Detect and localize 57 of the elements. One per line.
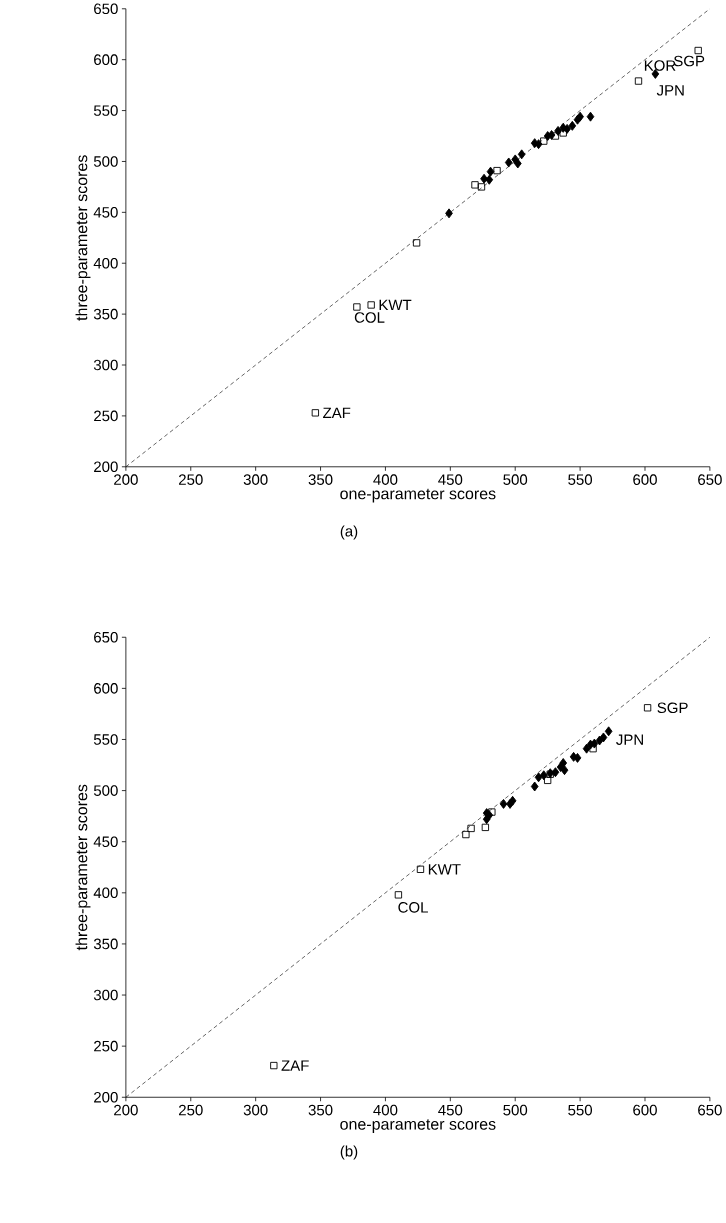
y-tick-label: 600 [94,683,118,694]
x-tick-label: 450 [438,474,463,485]
x-tick-label: 600 [633,1104,658,1116]
annotation: COL [398,902,429,913]
x-tick-label: 550 [568,1104,593,1116]
y-tick-label: 450 [93,836,118,848]
x-tick-label: 400 [373,1104,398,1116]
x-axis-title: one-parameter scores [340,1119,496,1133]
annotation: KWT [379,299,412,311]
y-tick-label: 550 [94,734,118,745]
y-tick-label: 350 [94,308,118,320]
annotation: JPN [616,734,644,745]
annotation: SGP [657,702,688,714]
x-tick-label: 650 [698,474,722,485]
y-tick-label: 500 [94,156,118,167]
x-tick-label: 250 [179,1104,203,1116]
annotation: KWT [429,864,461,875]
x-tick-label: 200 [114,474,138,485]
y-tick-label: 250 [94,410,118,422]
annotation: COL [354,312,385,323]
y-axis-title: three-parameter scores [75,784,91,951]
x-tick-label: 300 [243,1104,268,1116]
annotation: KOR [645,60,676,71]
x-tick-label: 650 [698,1104,722,1116]
x-tick-label: 600 [633,474,658,485]
x-tick-label: 300 [243,474,268,485]
x-tick-label: 500 [503,474,528,485]
x-tick-label: 200 [114,1104,138,1116]
y-tick-label: 400 [93,887,118,899]
annotation: SGP [674,55,705,67]
x-tick-label: 550 [568,474,593,485]
text: (a) [340,525,358,540]
y-tick-label: 250 [94,1040,118,1052]
y-tick-label: 350 [94,938,118,950]
y-tick-label: 550 [94,105,118,116]
annotation: JPN [656,85,684,96]
y-tick-label: 650 [94,3,118,15]
annotation: ZAF [323,407,351,418]
x-tick-label: 250 [179,474,203,485]
y-tick-label: 650 [94,631,118,643]
x-tick-label: 350 [308,1104,333,1116]
y-tick-label: 300 [94,359,118,371]
annotation: ZAF [281,1060,309,1071]
y-axis-title: three-parameter scores [75,155,91,321]
x-axis-title: one-parameter scores [340,488,496,503]
y-tick-label: 600 [94,54,118,65]
y-tick-label: 450 [93,207,118,218]
x-tick-label: 400 [373,474,398,485]
y-tick-label: 200 [94,461,118,473]
x-tick-label: 350 [308,474,333,485]
y-tick-label: 500 [94,785,118,796]
x-tick-label: 450 [438,1104,463,1116]
y-tick-label: 300 [94,989,118,1001]
x-tick-label: 500 [503,1104,528,1116]
y-tick-label: 400 [93,257,118,269]
y-tick-label: 200 [94,1091,118,1103]
text: (b) [340,1145,358,1160]
